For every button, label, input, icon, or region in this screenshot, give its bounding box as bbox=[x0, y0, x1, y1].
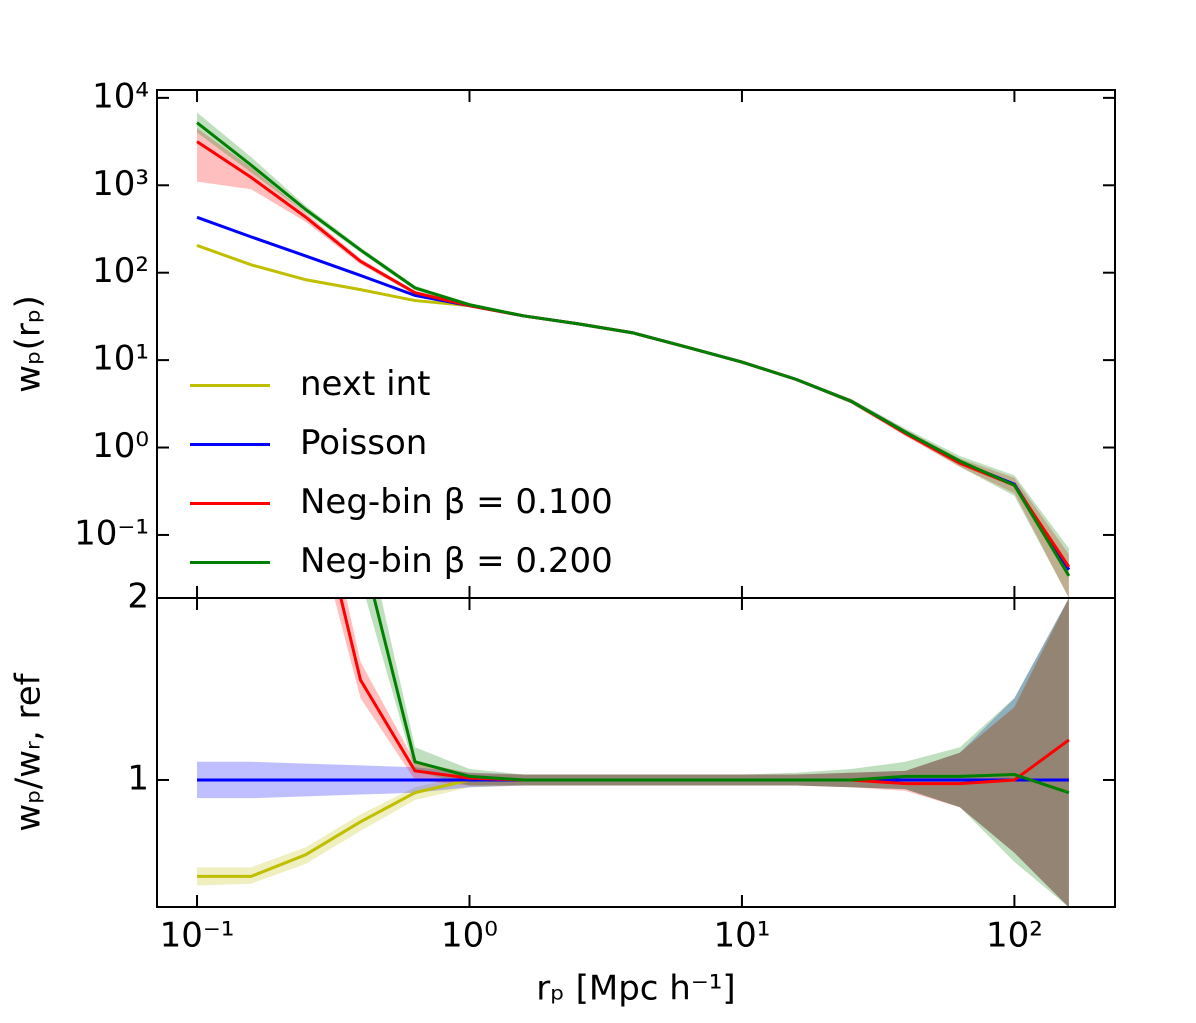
y-tick-label: 10⁴ bbox=[92, 76, 149, 116]
plot-area bbox=[196, 112, 1071, 598]
series-line bbox=[196, 121, 1071, 577]
y-tick-label: 2 bbox=[127, 577, 149, 617]
legend-label: Neg-bin β = 0.200 bbox=[300, 541, 613, 581]
legend-label: Poisson bbox=[300, 423, 427, 463]
y-tick-label: 10³ bbox=[92, 164, 149, 204]
x-axis-label: rₚ [Mpc h⁻¹] bbox=[536, 969, 735, 1009]
x-tick-label: 10¹ bbox=[713, 916, 770, 956]
error-band bbox=[197, 112, 1069, 598]
series-line bbox=[372, 598, 1070, 795]
plot-area bbox=[197, 598, 1070, 907]
y-axis-label: wₚ(rₚ) bbox=[9, 295, 49, 392]
x-tick-label: 10² bbox=[986, 916, 1043, 956]
legend-label: Neg-bin β = 0.100 bbox=[300, 482, 613, 522]
error-band bbox=[197, 598, 1069, 907]
error-band bbox=[197, 598, 1069, 907]
y-tick-label: 10¹ bbox=[92, 339, 149, 379]
axes-frame bbox=[156, 597, 1116, 908]
y-tick-label: 1 bbox=[127, 758, 149, 798]
y-axis-label: wₚ/wᵣ, ref bbox=[9, 672, 49, 831]
y-tick-label: 10⁰ bbox=[92, 426, 149, 466]
legend-label: next int bbox=[300, 364, 430, 404]
x-tick-label: 10⁰ bbox=[441, 916, 498, 956]
x-tick-label: 10⁻¹ bbox=[160, 916, 235, 956]
y-tick-label: 10⁻¹ bbox=[74, 513, 149, 553]
y-tick-label: 10² bbox=[92, 251, 149, 291]
